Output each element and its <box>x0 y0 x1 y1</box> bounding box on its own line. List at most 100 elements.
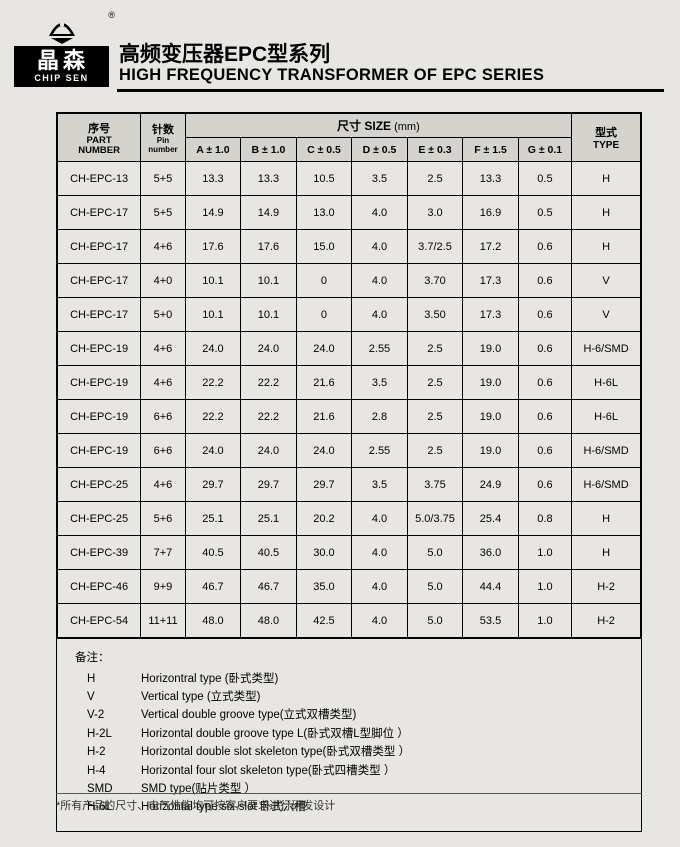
table-cell: 0.6 <box>518 332 571 366</box>
header-dim-d: D ± 0.5 <box>352 138 408 162</box>
table-cell: CH-EPC-17 <box>58 264 141 298</box>
note-desc: Horizontal double slot skeleton type(卧式双… <box>141 743 410 761</box>
table-cell: V <box>572 298 641 332</box>
table-cell: 13.3 <box>241 162 297 196</box>
table-cell: 4+6 <box>141 468 185 502</box>
table-cell: 21.6 <box>296 400 352 434</box>
table-cell: CH-EPC-19 <box>58 400 141 434</box>
table-cell: 5+0 <box>141 298 185 332</box>
table-cell: 30.0 <box>296 536 352 570</box>
header-pin: 针数 Pin number <box>141 114 185 162</box>
table-cell: 7+7 <box>141 536 185 570</box>
note-code: H-2L <box>87 725 141 743</box>
table-cell: 40.5 <box>185 536 241 570</box>
table-cell: 4+6 <box>141 332 185 366</box>
table-cell: 3.70 <box>407 264 463 298</box>
table-cell: 46.7 <box>241 570 297 604</box>
table-cell: 24.0 <box>185 332 241 366</box>
table-cell: 3.5 <box>352 162 408 196</box>
table-cell: CH-EPC-25 <box>58 502 141 536</box>
table-cell: 24.0 <box>296 434 352 468</box>
table-cell: 40.5 <box>241 536 297 570</box>
table-cell: 3.7/2.5 <box>407 230 463 264</box>
table-cell: 19.0 <box>463 332 519 366</box>
table-row: CH-EPC-196+624.024.024.02.552.519.00.6H-… <box>58 434 641 468</box>
table-cell: 46.7 <box>185 570 241 604</box>
table-cell: 0.6 <box>518 264 571 298</box>
table-cell: 5.0 <box>407 604 463 638</box>
table-cell: 25.1 <box>241 502 297 536</box>
table-cell: 4.0 <box>352 230 408 264</box>
table-cell: 17.6 <box>185 230 241 264</box>
table-cell: H <box>572 162 641 196</box>
header-dim-b: B ± 1.0 <box>241 138 297 162</box>
title-en: HIGH FREQUENCY TRANSFORMER OF EPC SERIES <box>119 66 680 85</box>
note-desc: Horizontal four slot skeleton type(卧式四槽类… <box>141 762 395 780</box>
table-cell: 48.0 <box>185 604 241 638</box>
table-cell: 4+6 <box>141 230 185 264</box>
table-cell: CH-EPC-13 <box>58 162 141 196</box>
table-cell: 14.9 <box>241 196 297 230</box>
table-cell: 22.2 <box>241 400 297 434</box>
table-cell: 16.9 <box>463 196 519 230</box>
table-cell: H-6/SMD <box>572 434 641 468</box>
table-cell: H <box>572 230 641 264</box>
table-cell: 5.0 <box>407 570 463 604</box>
notes-title: 备注： <box>75 649 623 667</box>
table-row: CH-EPC-175+010.110.104.03.5017.30.6V <box>58 298 641 332</box>
table-cell: 0.5 <box>518 162 571 196</box>
table-cell: V <box>572 264 641 298</box>
table-cell: H-2 <box>572 604 641 638</box>
table-cell: 5+5 <box>141 162 185 196</box>
table-cell: 24.9 <box>463 468 519 502</box>
table-row: CH-EPC-255+625.125.120.24.05.0/3.7525.40… <box>58 502 641 536</box>
table-cell: H <box>572 502 641 536</box>
note-row: VVertical type (立式类型) <box>87 688 623 706</box>
footer-note: *所有产品的尺寸、电气性能均可按客户要求进行研发设计 <box>56 793 642 813</box>
table-cell: 24.0 <box>296 332 352 366</box>
table-cell: 0 <box>296 264 352 298</box>
table-cell: H-6/SMD <box>572 468 641 502</box>
table-cell: CH-EPC-19 <box>58 332 141 366</box>
table-cell: 10.1 <box>185 264 241 298</box>
table-cell: 0 <box>296 298 352 332</box>
table-cell: H <box>572 536 641 570</box>
table-cell: 0.5 <box>518 196 571 230</box>
table-row: CH-EPC-174+010.110.104.03.7017.30.6V <box>58 264 641 298</box>
table-cell: 0.6 <box>518 230 571 264</box>
table-cell: 3.75 <box>407 468 463 502</box>
note-desc: Vertical double groove type(立式双槽类型) <box>141 706 356 724</box>
table-cell: 24.0 <box>185 434 241 468</box>
table-cell: 44.4 <box>463 570 519 604</box>
table-cell: 3.5 <box>352 468 408 502</box>
table-cell: 42.5 <box>296 604 352 638</box>
table-cell: 2.5 <box>407 162 463 196</box>
table-cell: CH-EPC-17 <box>58 298 141 332</box>
title-block: 高频变压器EPC型系列 HIGH FREQUENCY TRANSFORMER O… <box>119 38 680 87</box>
note-code: H <box>87 670 141 688</box>
table-cell: 22.2 <box>185 366 241 400</box>
table-cell: 0.6 <box>518 366 571 400</box>
table-cell: 19.0 <box>463 366 519 400</box>
table-cell: 25.4 <box>463 502 519 536</box>
header-dim-a: A ± 1.0 <box>185 138 241 162</box>
header-dim-c: C ± 0.5 <box>296 138 352 162</box>
table-cell: 22.2 <box>241 366 297 400</box>
table-cell: H-2 <box>572 570 641 604</box>
table-cell: 2.5 <box>407 400 463 434</box>
table-row: CH-EPC-135+513.313.310.53.52.513.30.5H <box>58 162 641 196</box>
table-cell: 2.5 <box>407 434 463 468</box>
table-cell: H-6L <box>572 366 641 400</box>
table-cell: 10.1 <box>185 298 241 332</box>
table-cell: 4.0 <box>352 570 408 604</box>
logo: ® 晶森 CHIP SEN <box>14 14 109 87</box>
note-row: H-2LHorizontal double groove type L(卧式双槽… <box>87 725 623 743</box>
table-cell: 4.0 <box>352 298 408 332</box>
table-cell: 17.3 <box>463 298 519 332</box>
table-cell: 5+5 <box>141 196 185 230</box>
table-cell: 4+6 <box>141 366 185 400</box>
table-cell: CH-EPC-17 <box>58 230 141 264</box>
table-cell: 4+0 <box>141 264 185 298</box>
header-type: 型式 TYPE <box>572 114 641 162</box>
table-cell: 17.6 <box>241 230 297 264</box>
